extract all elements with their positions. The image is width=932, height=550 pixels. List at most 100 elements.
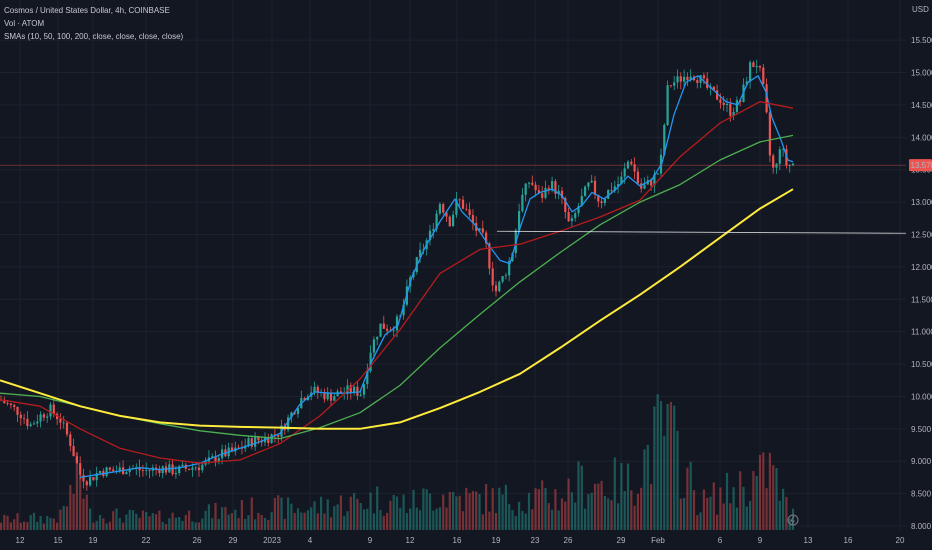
candle-body	[323, 392, 326, 400]
candle-body	[504, 275, 507, 277]
candle-body	[438, 204, 441, 214]
candle-body	[230, 447, 234, 452]
volume-bar	[131, 510, 135, 530]
volume-bar	[626, 463, 630, 530]
price-tick: 11.500	[911, 295, 932, 304]
candle-body	[82, 474, 85, 482]
horizontal-lines	[0, 164, 907, 234]
candle-body	[158, 468, 161, 474]
volume-bar	[362, 509, 366, 530]
volume-bar	[115, 508, 118, 530]
sma-indicator-label[interactable]: SMAs (10, 50, 100, 200, close, close, cl…	[4, 32, 184, 41]
volume-bar	[673, 405, 676, 530]
time-tick: 4	[308, 536, 313, 545]
candle-body	[316, 386, 319, 393]
candle-body	[494, 285, 498, 292]
volume-bar	[725, 472, 729, 530]
volume-bar	[69, 485, 72, 530]
volume-bar	[105, 523, 108, 530]
volume-bar	[488, 511, 491, 530]
volume-bar	[181, 520, 184, 530]
volume-bar	[290, 503, 293, 530]
candle-body	[613, 186, 616, 191]
volume-bar	[739, 471, 742, 530]
candle-body	[62, 422, 65, 424]
volume-bar	[498, 487, 501, 530]
volume-bar	[135, 513, 138, 530]
candle-body	[663, 124, 666, 155]
volume-bar	[356, 498, 359, 530]
volume-bar	[478, 493, 481, 530]
volume-bar	[742, 486, 745, 530]
volume-bar	[343, 515, 346, 530]
candle-body	[46, 416, 49, 418]
candle-body	[650, 180, 653, 186]
volume-bar	[438, 507, 441, 530]
candle-body	[537, 190, 540, 194]
candle-body	[669, 85, 672, 87]
volume-bar	[16, 513, 19, 530]
volume-bar	[118, 517, 121, 530]
volume-bar	[151, 513, 154, 530]
candle-body	[16, 406, 19, 415]
candle-body	[607, 190, 610, 199]
candle-body	[194, 467, 197, 469]
candle-body	[174, 473, 177, 475]
volume-bar	[89, 508, 92, 530]
volume-bar	[551, 509, 554, 530]
volume-bar	[729, 503, 732, 530]
candle-body	[349, 385, 352, 393]
volume-bar	[560, 498, 564, 530]
candle-body	[791, 163, 795, 166]
candle-body	[32, 423, 36, 425]
volume-bar	[663, 435, 666, 530]
volume-bar	[128, 509, 131, 530]
volume-bar	[178, 517, 181, 530]
volume-bar	[461, 511, 465, 530]
price-tick: 13.000	[911, 198, 932, 207]
candle-body	[366, 371, 369, 385]
volume-bar	[752, 470, 755, 530]
volume-bar	[577, 461, 580, 530]
support-line	[496, 230, 907, 234]
volume-bar	[531, 509, 534, 530]
volume-bar	[445, 507, 448, 530]
candle-body	[574, 213, 577, 219]
volume-bar	[389, 500, 392, 530]
candle-body	[118, 467, 121, 472]
candle-body	[544, 187, 547, 198]
candle-body	[712, 86, 715, 91]
price-tick: 8.000	[911, 522, 932, 531]
candle-body	[69, 434, 72, 447]
symbol-title[interactable]: Cosmos / United States Dollar, 4h, COINB…	[4, 6, 170, 15]
candle-body	[722, 102, 725, 105]
candle-body	[402, 304, 405, 316]
volume-bar	[240, 500, 243, 530]
volume-bar	[6, 515, 9, 530]
volume-bar	[527, 492, 531, 530]
volume-bar	[23, 521, 26, 530]
volume-bar	[316, 513, 319, 530]
lightning-icon[interactable]	[787, 514, 799, 526]
volume-bar	[392, 494, 395, 530]
volume-indicator-label[interactable]: Vol · ATOM	[4, 19, 45, 28]
candle-body	[636, 171, 639, 184]
candle-body	[257, 437, 260, 441]
volume-bar	[112, 511, 115, 530]
candle-body	[382, 323, 385, 329]
candle-body	[432, 229, 435, 231]
volume-bar	[623, 491, 626, 530]
candle-body	[534, 184, 537, 191]
volume-bar	[39, 516, 42, 530]
volume-bar	[458, 495, 461, 530]
volume-bar	[415, 507, 418, 530]
candle-body	[633, 164, 636, 172]
sma-lines	[0, 75, 794, 479]
candle-body	[188, 468, 191, 470]
candle-body	[201, 464, 204, 471]
candle-body	[554, 181, 557, 194]
candle-body	[551, 181, 554, 191]
candle-body	[105, 467, 108, 477]
volume-bar	[650, 483, 653, 530]
